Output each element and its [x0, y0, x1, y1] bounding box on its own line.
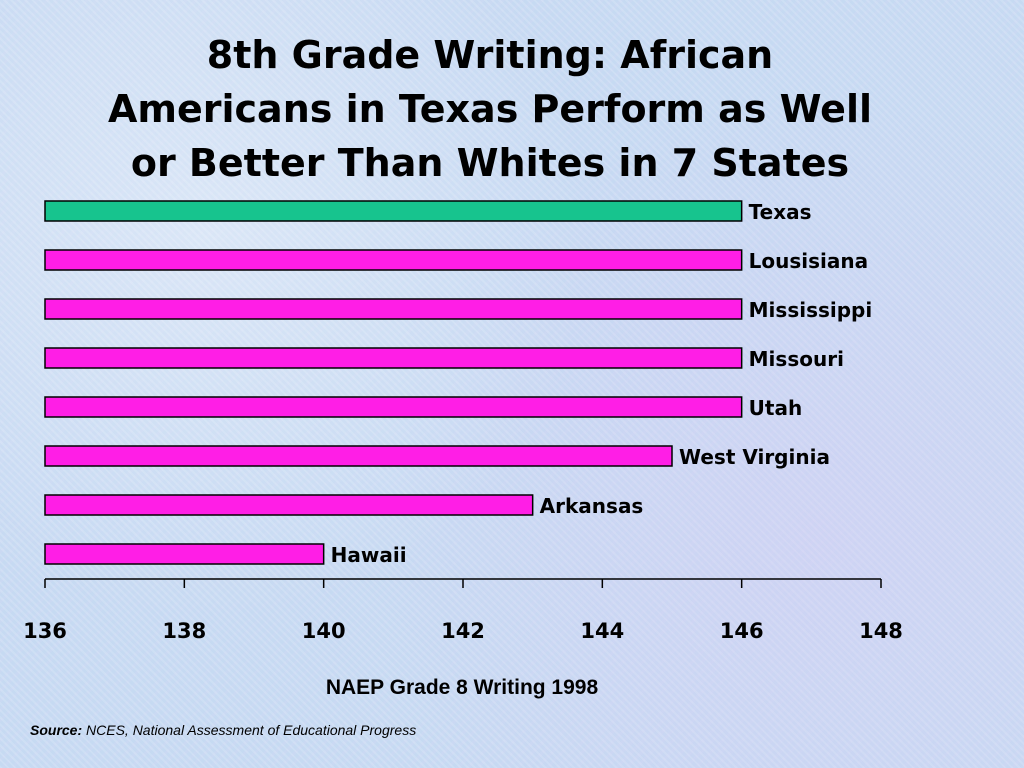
- bar-label: West Virginia: [679, 445, 830, 469]
- x-tick-label: 140: [302, 619, 346, 643]
- bar-arkansas: [44, 494, 534, 516]
- bar-label: Mississippi: [749, 298, 873, 322]
- bar-lousisiana: [44, 249, 743, 271]
- bar-utah: [44, 396, 743, 418]
- bar-west-virginia: [44, 445, 673, 467]
- bar-label: Hawaii: [331, 543, 407, 567]
- x-tick-label: 138: [162, 619, 206, 643]
- bar-missouri: [44, 347, 743, 369]
- x-tick-label: 142: [441, 619, 485, 643]
- bar-label: Arkansas: [540, 494, 644, 518]
- source-text: NCES, National Assessment of Educational…: [82, 722, 417, 738]
- bar-texas: [44, 200, 743, 222]
- bar-label: Texas: [749, 200, 812, 224]
- source-note: Source: NCES, National Assessment of Edu…: [30, 722, 416, 738]
- source-label: Source:: [30, 722, 83, 738]
- x-tick-label: 146: [720, 619, 764, 643]
- x-tick-label: 148: [859, 619, 903, 643]
- x-axis-label: NAEP Grade 8 Writing 1998: [325, 676, 599, 699]
- bar-label: Lousisiana: [749, 249, 868, 273]
- bar-mississippi: [44, 298, 743, 320]
- x-tick-label: 144: [580, 619, 624, 643]
- chart-title: 8th Grade Writing: African Americans in …: [107, 33, 872, 185]
- bar-hawaii: [44, 543, 325, 565]
- bar-label: Missouri: [749, 347, 844, 371]
- x-tick-label: 136: [23, 619, 67, 643]
- bar-label: Utah: [749, 396, 803, 420]
